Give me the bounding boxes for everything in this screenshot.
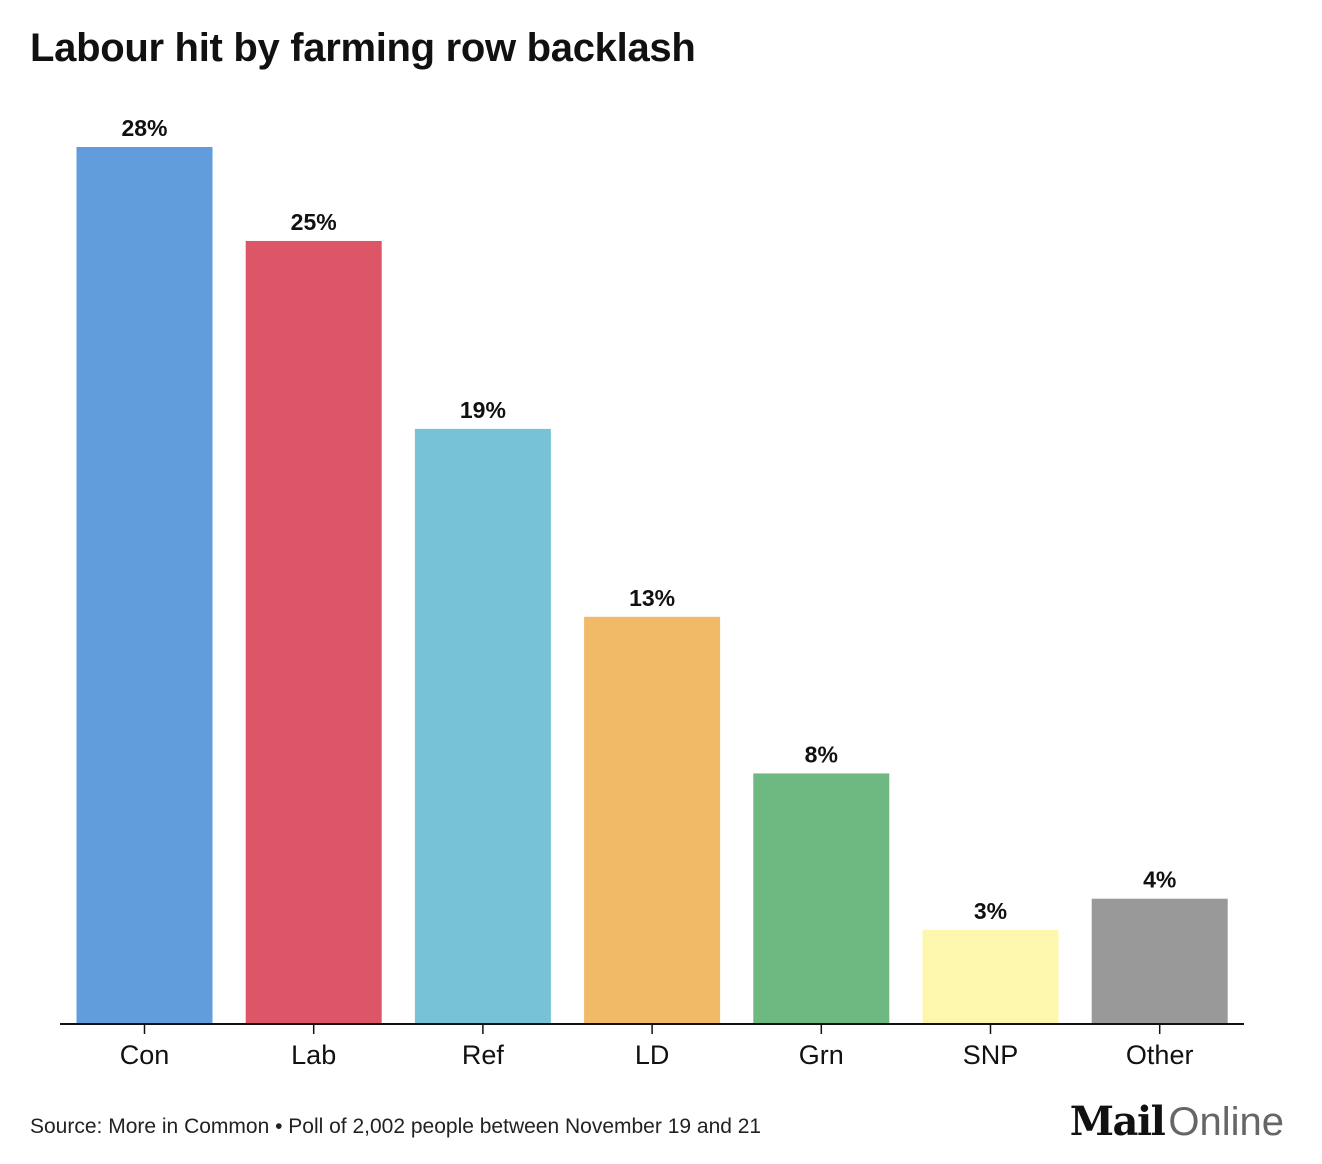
- bar-ref: [414, 428, 551, 1025]
- bar-snp: [922, 930, 1059, 1024]
- bar-other: [1091, 898, 1228, 1024]
- value-label-grn: 8%: [805, 741, 838, 767]
- category-label-snp: SNP: [963, 1040, 1019, 1070]
- x-axis-ticks-group: [143, 1024, 1161, 1034]
- category-label-grn: Grn: [799, 1040, 844, 1070]
- value-label-con: 28%: [121, 115, 167, 141]
- value-label-ref: 19%: [460, 397, 506, 423]
- category-label-ref: Ref: [462, 1040, 505, 1070]
- value-label-other: 4%: [1143, 867, 1176, 893]
- chart-title: Labour hit by farming row backlash: [30, 26, 696, 70]
- value-labels-group: 28% 25% 19% 13% 8% 3% 4%: [121, 115, 1176, 924]
- bars-group: [76, 147, 1228, 1025]
- value-label-ld: 13%: [629, 585, 675, 611]
- bar-ld: [584, 616, 721, 1024]
- value-label-lab: 25%: [291, 209, 337, 235]
- source-note: Source: More in Common • Poll of 2,002 p…: [30, 1115, 762, 1138]
- bar-grn: [753, 773, 890, 1024]
- x-axis-labels-group: Con Lab Ref LD Grn SNP Other: [120, 1040, 1194, 1070]
- category-label-con: Con: [120, 1040, 170, 1070]
- mailonline-logo: Mail Online: [1070, 1100, 1284, 1144]
- value-label-snp: 3%: [974, 898, 1007, 924]
- category-label-other: Other: [1126, 1040, 1194, 1070]
- logo-online-text: Online: [1168, 1100, 1284, 1144]
- logo-mail-text: Mail: [1069, 1098, 1166, 1145]
- bar-lab: [245, 240, 382, 1024]
- bar-con: [76, 147, 213, 1024]
- category-label-lab: Lab: [291, 1040, 336, 1070]
- category-label-ld: LD: [635, 1040, 670, 1070]
- bar-chart: 28% 25% 19% 13% 8% 3% 4% Con Lab Ref LD Grn SNP Othe…: [60, 115, 1244, 1070]
